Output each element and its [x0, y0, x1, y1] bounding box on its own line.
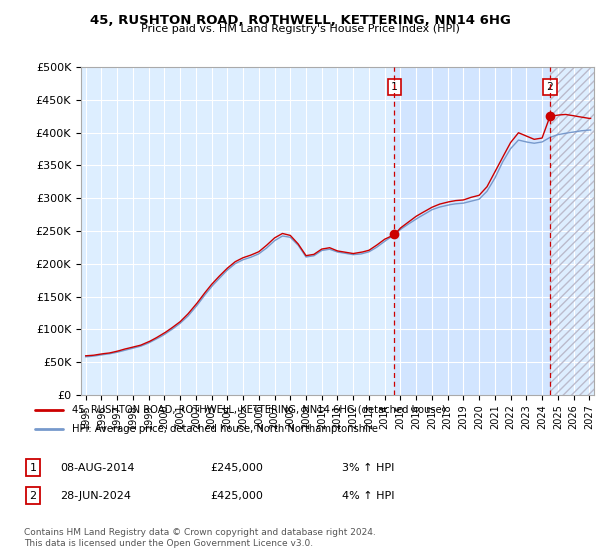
Text: 08-AUG-2014: 08-AUG-2014 [60, 463, 134, 473]
Text: 4% ↑ HPI: 4% ↑ HPI [342, 491, 395, 501]
Text: 1: 1 [391, 82, 398, 92]
Text: Contains HM Land Registry data © Crown copyright and database right 2024.
This d: Contains HM Land Registry data © Crown c… [24, 528, 376, 548]
Text: 1: 1 [29, 463, 37, 473]
Text: HPI: Average price, detached house, North Northamptonshire: HPI: Average price, detached house, Nort… [72, 423, 378, 433]
Text: 45, RUSHTON ROAD, ROTHWELL, KETTERING, NN14 6HG (detached house): 45, RUSHTON ROAD, ROTHWELL, KETTERING, N… [72, 405, 446, 415]
Text: £425,000: £425,000 [210, 491, 263, 501]
Text: 2: 2 [547, 82, 553, 92]
Bar [394, 67, 550, 395]
Text: 3% ↑ HPI: 3% ↑ HPI [342, 463, 394, 473]
Text: 28-JUN-2024: 28-JUN-2024 [60, 491, 131, 501]
Text: £245,000: £245,000 [210, 463, 263, 473]
Text: 2: 2 [29, 491, 37, 501]
Text: Price paid vs. HM Land Registry's House Price Index (HPI): Price paid vs. HM Land Registry's House … [140, 24, 460, 34]
Text: 45, RUSHTON ROAD, ROTHWELL, KETTERING, NN14 6HG: 45, RUSHTON ROAD, ROTHWELL, KETTERING, N… [89, 14, 511, 27]
